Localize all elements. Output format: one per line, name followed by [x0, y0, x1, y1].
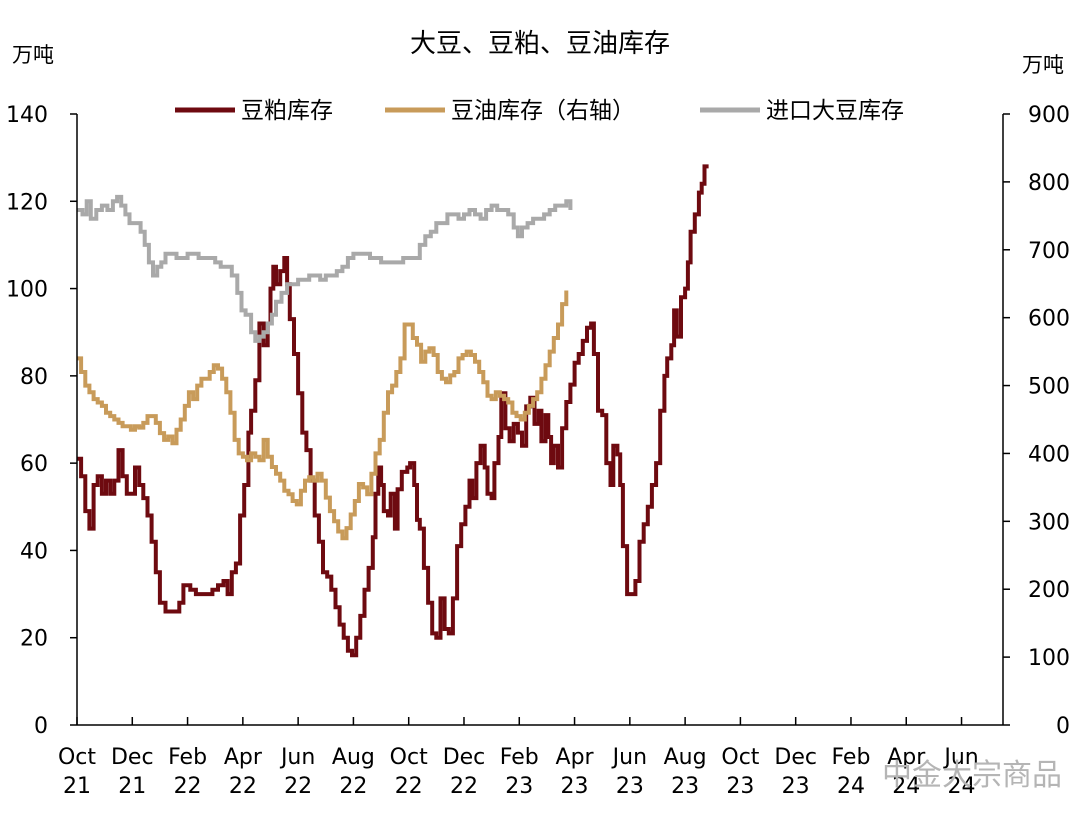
series-line-2 [77, 290, 569, 541]
x-tick-label-year: 21 [63, 774, 91, 799]
x-tick-label-year: 22 [339, 774, 367, 799]
left-tick-label: 20 [20, 627, 48, 652]
x-tick-label-year: 22 [284, 774, 312, 799]
watermark: 中金大宗商品 [882, 758, 1062, 793]
x-tick-label-year: 22 [174, 774, 202, 799]
legend-label: 进口大豆库存 [766, 98, 904, 124]
left-tick-label: 80 [20, 365, 48, 390]
x-axis-ticks: Oct 21 Dec 21 Feb 22 Apr 22 Jun 22 Aug 22 Oct 22 Dec 22… [58, 717, 979, 799]
x-tick-label-month: Dec [774, 745, 817, 770]
x-tick-label-year: 22 [395, 774, 423, 799]
left-tick-label: 100 [6, 278, 48, 303]
left-tick-label: 140 [6, 103, 48, 128]
left-tick-label: 120 [6, 190, 48, 215]
chart-title: 大豆、豆粕、豆油库存 [410, 29, 670, 59]
left-axis-unit: 万吨 [12, 43, 54, 67]
left-tick-label: 0 [34, 714, 48, 739]
legend-label: 豆粕库存 [241, 98, 333, 124]
legend: 豆粕库存 豆油库存（右轴） 进口大豆库存 [175, 98, 904, 124]
x-tick-label-year: 23 [505, 774, 533, 799]
x-tick-label-year: 22 [229, 774, 257, 799]
legend-label: 豆油库存（右轴） [451, 98, 635, 124]
left-tick-label: 60 [20, 452, 48, 477]
x-tick-label-year: 23 [726, 774, 754, 799]
x-tick-label-year: 23 [671, 774, 699, 799]
right-tick-label: 800 [1028, 171, 1070, 196]
x-tick-label-year: 23 [561, 774, 589, 799]
right-tick-label: 300 [1028, 510, 1070, 535]
x-tick-label-month: Apr [887, 745, 926, 770]
x-tick-label-month: Apr [556, 745, 595, 770]
series-line-1 [77, 164, 709, 658]
x-tick-label-month: Jun [279, 745, 315, 770]
x-tick-label-year: 24 [892, 774, 920, 799]
x-tick-label-year: 24 [837, 774, 865, 799]
x-tick-label-year: 21 [118, 774, 146, 799]
x-tick-label-month: Apr [224, 745, 263, 770]
x-tick-label-month: Jun [611, 745, 647, 770]
x-tick-label-year: 23 [782, 774, 810, 799]
x-tick-label-month: Feb [500, 745, 539, 770]
x-tick-label-month: Feb [168, 745, 207, 770]
series-lines [77, 164, 709, 658]
left-axis-ticks: 0 20 40 60 80 100 120 140 [6, 103, 77, 739]
left-tick-label: 40 [20, 539, 48, 564]
right-tick-label: 400 [1028, 442, 1070, 467]
x-tick-label-month: Jun [942, 745, 978, 770]
x-tick-label-year: 24 [948, 774, 976, 799]
x-tick-label-month: Oct [721, 745, 759, 770]
right-tick-label: 0 [1056, 714, 1070, 739]
right-tick-label: 200 [1028, 578, 1070, 603]
x-tick-label-month: Feb [831, 745, 870, 770]
x-tick-label-month: Aug [332, 745, 375, 770]
x-tick-label-month: Dec [443, 745, 486, 770]
right-tick-label: 500 [1028, 375, 1070, 400]
right-tick-label: 100 [1028, 646, 1070, 671]
right-tick-label: 700 [1028, 239, 1070, 264]
x-tick-label-year: 23 [616, 774, 644, 799]
right-tick-label: 600 [1028, 307, 1070, 332]
series-line-3 [77, 194, 573, 343]
right-axis-ticks: 0 100 200 300 400 500 600 700 800 900 [1003, 103, 1070, 739]
axes [76, 114, 1004, 726]
right-tick-label: 900 [1028, 103, 1070, 128]
x-tick-label-month: Dec [111, 745, 154, 770]
x-tick-label-year: 22 [450, 774, 478, 799]
right-axis-unit: 万吨 [1022, 53, 1064, 77]
x-tick-label-month: Aug [664, 745, 707, 770]
x-tick-label-month: Oct [390, 745, 428, 770]
x-tick-label-month: Oct [58, 745, 96, 770]
